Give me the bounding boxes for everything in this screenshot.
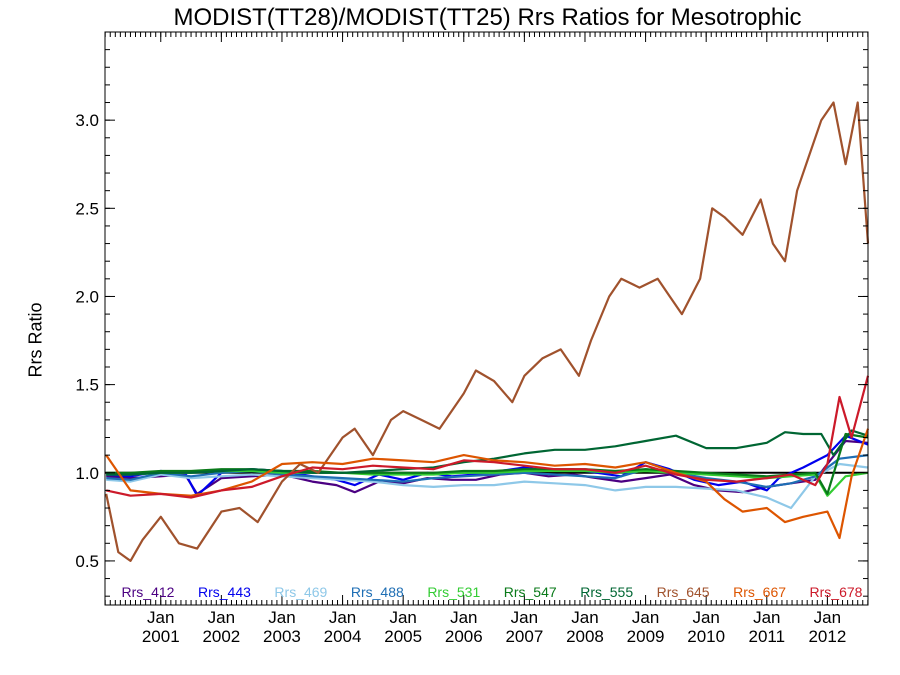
x-tick-label-month: Jan <box>450 608 477 627</box>
legend-label-rrs_667: Rrs_667 <box>733 584 786 600</box>
legend-label-rrs_488: Rrs_488 <box>351 584 404 600</box>
x-tick-label-year: 2008 <box>566 627 604 646</box>
y-tick-label: 1.0 <box>75 464 99 483</box>
x-tick-label-year: 2007 <box>505 627 543 646</box>
x-tick-label-month: Jan <box>632 608 659 627</box>
x-tick-label-year: 2010 <box>687 627 725 646</box>
y-tick-label: 1.5 <box>75 376 99 395</box>
chart-title: MODIST(TT28)/MODIST(TT25) Rrs Ratios for… <box>173 4 802 31</box>
legend-label-rrs_443: Rrs_443 <box>198 584 251 600</box>
x-tick-label-month: Jan <box>571 608 598 627</box>
legend-label-rrs_678: Rrs_678 <box>810 584 863 600</box>
x-tick-label-year: 2012 <box>808 627 846 646</box>
x-tick-label-month: Jan <box>389 608 416 627</box>
x-tick-label-year: 2003 <box>263 627 301 646</box>
x-tick-label-year: 2001 <box>142 627 180 646</box>
series-line-rrs_555 <box>106 429 869 476</box>
legend-label-rrs_469: Rrs_469 <box>274 584 327 600</box>
y-tick-label: 2.0 <box>75 287 99 306</box>
x-tick-label-month: Jan <box>692 608 719 627</box>
legend-label-rrs_645: Rrs_645 <box>657 584 710 600</box>
x-tick-label-month: Jan <box>814 608 841 627</box>
x-tick-label-year: 2005 <box>384 627 422 646</box>
x-tick-label-month: Jan <box>208 608 235 627</box>
x-tick-label-year: 2002 <box>202 627 240 646</box>
y-tick-label: 3.0 <box>75 111 99 130</box>
series-line-rrs_667 <box>105 428 870 540</box>
plot-frame <box>104 31 869 606</box>
series-line-rrs_678 <box>105 375 870 499</box>
legend-label-rrs_531: Rrs_531 <box>427 584 480 600</box>
y-tick-label: 0.5 <box>75 552 99 571</box>
legend-label-rrs_555: Rrs_555 <box>580 584 633 600</box>
series-line-rrs_469 <box>106 462 869 510</box>
x-tick-label-month: Jan <box>511 608 538 627</box>
x-tick-label-year: 2009 <box>627 627 665 646</box>
x-tick-label-year: 2006 <box>445 627 483 646</box>
x-tick-label-month: Jan <box>753 608 780 627</box>
y-tick-label: 2.5 <box>75 199 99 218</box>
legend-label-rrs_412: Rrs_412 <box>122 584 175 600</box>
x-tick-label-year: 2004 <box>324 627 362 646</box>
series-line-rrs_488 <box>106 454 869 488</box>
x-tick-label-month: Jan <box>329 608 356 627</box>
series-line-rrs_645 <box>105 101 870 563</box>
x-tick-label-month: Jan <box>147 608 174 627</box>
x-tick-label-year: 2011 <box>749 627 786 646</box>
legend-label-rrs_547: Rrs_547 <box>504 584 557 600</box>
x-tick-label-month: Jan <box>268 608 295 627</box>
